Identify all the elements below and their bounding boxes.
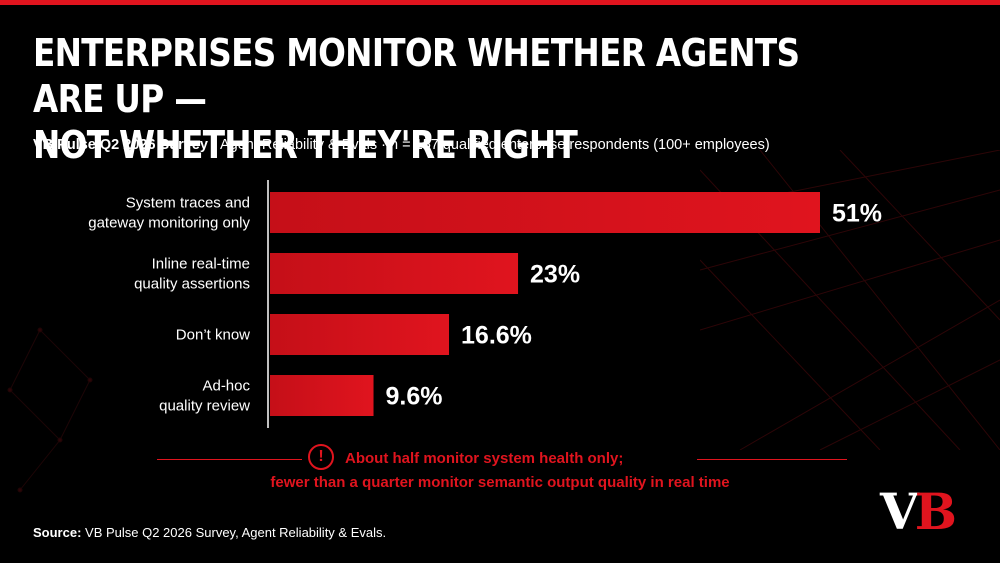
category-label-2: Don’t know bbox=[176, 327, 250, 344]
category-label-3-line-1: quality review bbox=[159, 398, 250, 415]
bar-3 bbox=[270, 375, 374, 416]
title-line-1: Enterprises monitor whether agents are u… bbox=[33, 31, 800, 121]
category-label-2-line-0: Don’t know bbox=[176, 327, 250, 344]
alert-circle-icon: ! bbox=[308, 444, 334, 470]
category-label-1-line-0: Inline real-time bbox=[152, 256, 250, 273]
callout-line-1: About half monitor system health only; bbox=[345, 450, 624, 467]
page-title: Enterprises monitor whether agents are u… bbox=[33, 30, 807, 168]
source-note: Source: VB Pulse Q2 2026 Survey, Agent R… bbox=[33, 525, 386, 540]
category-label-3-line-0: Ad-hoc bbox=[202, 378, 250, 395]
top-accent-bar bbox=[0, 0, 1000, 5]
subtitle-survey-name: VB Pulse Q2 2026 Survey bbox=[33, 137, 208, 153]
category-label-0: System traces and gateway monitoring only bbox=[88, 195, 250, 232]
background-network-decoration bbox=[7, 327, 93, 493]
callout-divider-left bbox=[157, 459, 302, 460]
category-label-1-line-1: quality assertions bbox=[134, 276, 250, 293]
callout-divider-right bbox=[697, 459, 847, 460]
title-line-2: not whether they're right bbox=[33, 123, 578, 167]
bar-2 bbox=[270, 314, 450, 355]
value-label-0: 51% bbox=[832, 200, 882, 228]
subtitle-details: · Agent Reliability & Evals · n = 157 qu… bbox=[207, 137, 770, 153]
category-label-1: Inline real-time quality assertions bbox=[134, 256, 250, 293]
value-label-1: 23% bbox=[530, 261, 580, 289]
logo-letter-b: B bbox=[914, 482, 957, 541]
value-label-3: 9.6% bbox=[386, 383, 443, 411]
bar-0 bbox=[270, 192, 820, 233]
category-label-3: Ad-hoc quality review bbox=[159, 378, 250, 415]
value-label-2: 16.6% bbox=[461, 322, 532, 350]
bar-1 bbox=[270, 253, 519, 294]
background-grid-decoration bbox=[700, 150, 1000, 450]
source-text: VB Pulse Q2 2026 Survey, Agent Reliabili… bbox=[81, 525, 387, 540]
callout-line-2: fewer than a quarter monitor semantic ou… bbox=[270, 474, 730, 491]
source-label: Source: bbox=[33, 525, 82, 540]
vb-logo: VB bbox=[880, 482, 957, 541]
category-label-0-line-0: System traces and bbox=[126, 195, 250, 212]
category-label-0-line-1: gateway monitoring only bbox=[88, 215, 250, 232]
bar-chart: System traces and gateway monitoring only… bbox=[88, 180, 882, 428]
logo-letter-v: V bbox=[880, 482, 919, 541]
subtitle: VB Pulse Q2 2026 Survey · Agent Reliabil… bbox=[33, 137, 770, 153]
